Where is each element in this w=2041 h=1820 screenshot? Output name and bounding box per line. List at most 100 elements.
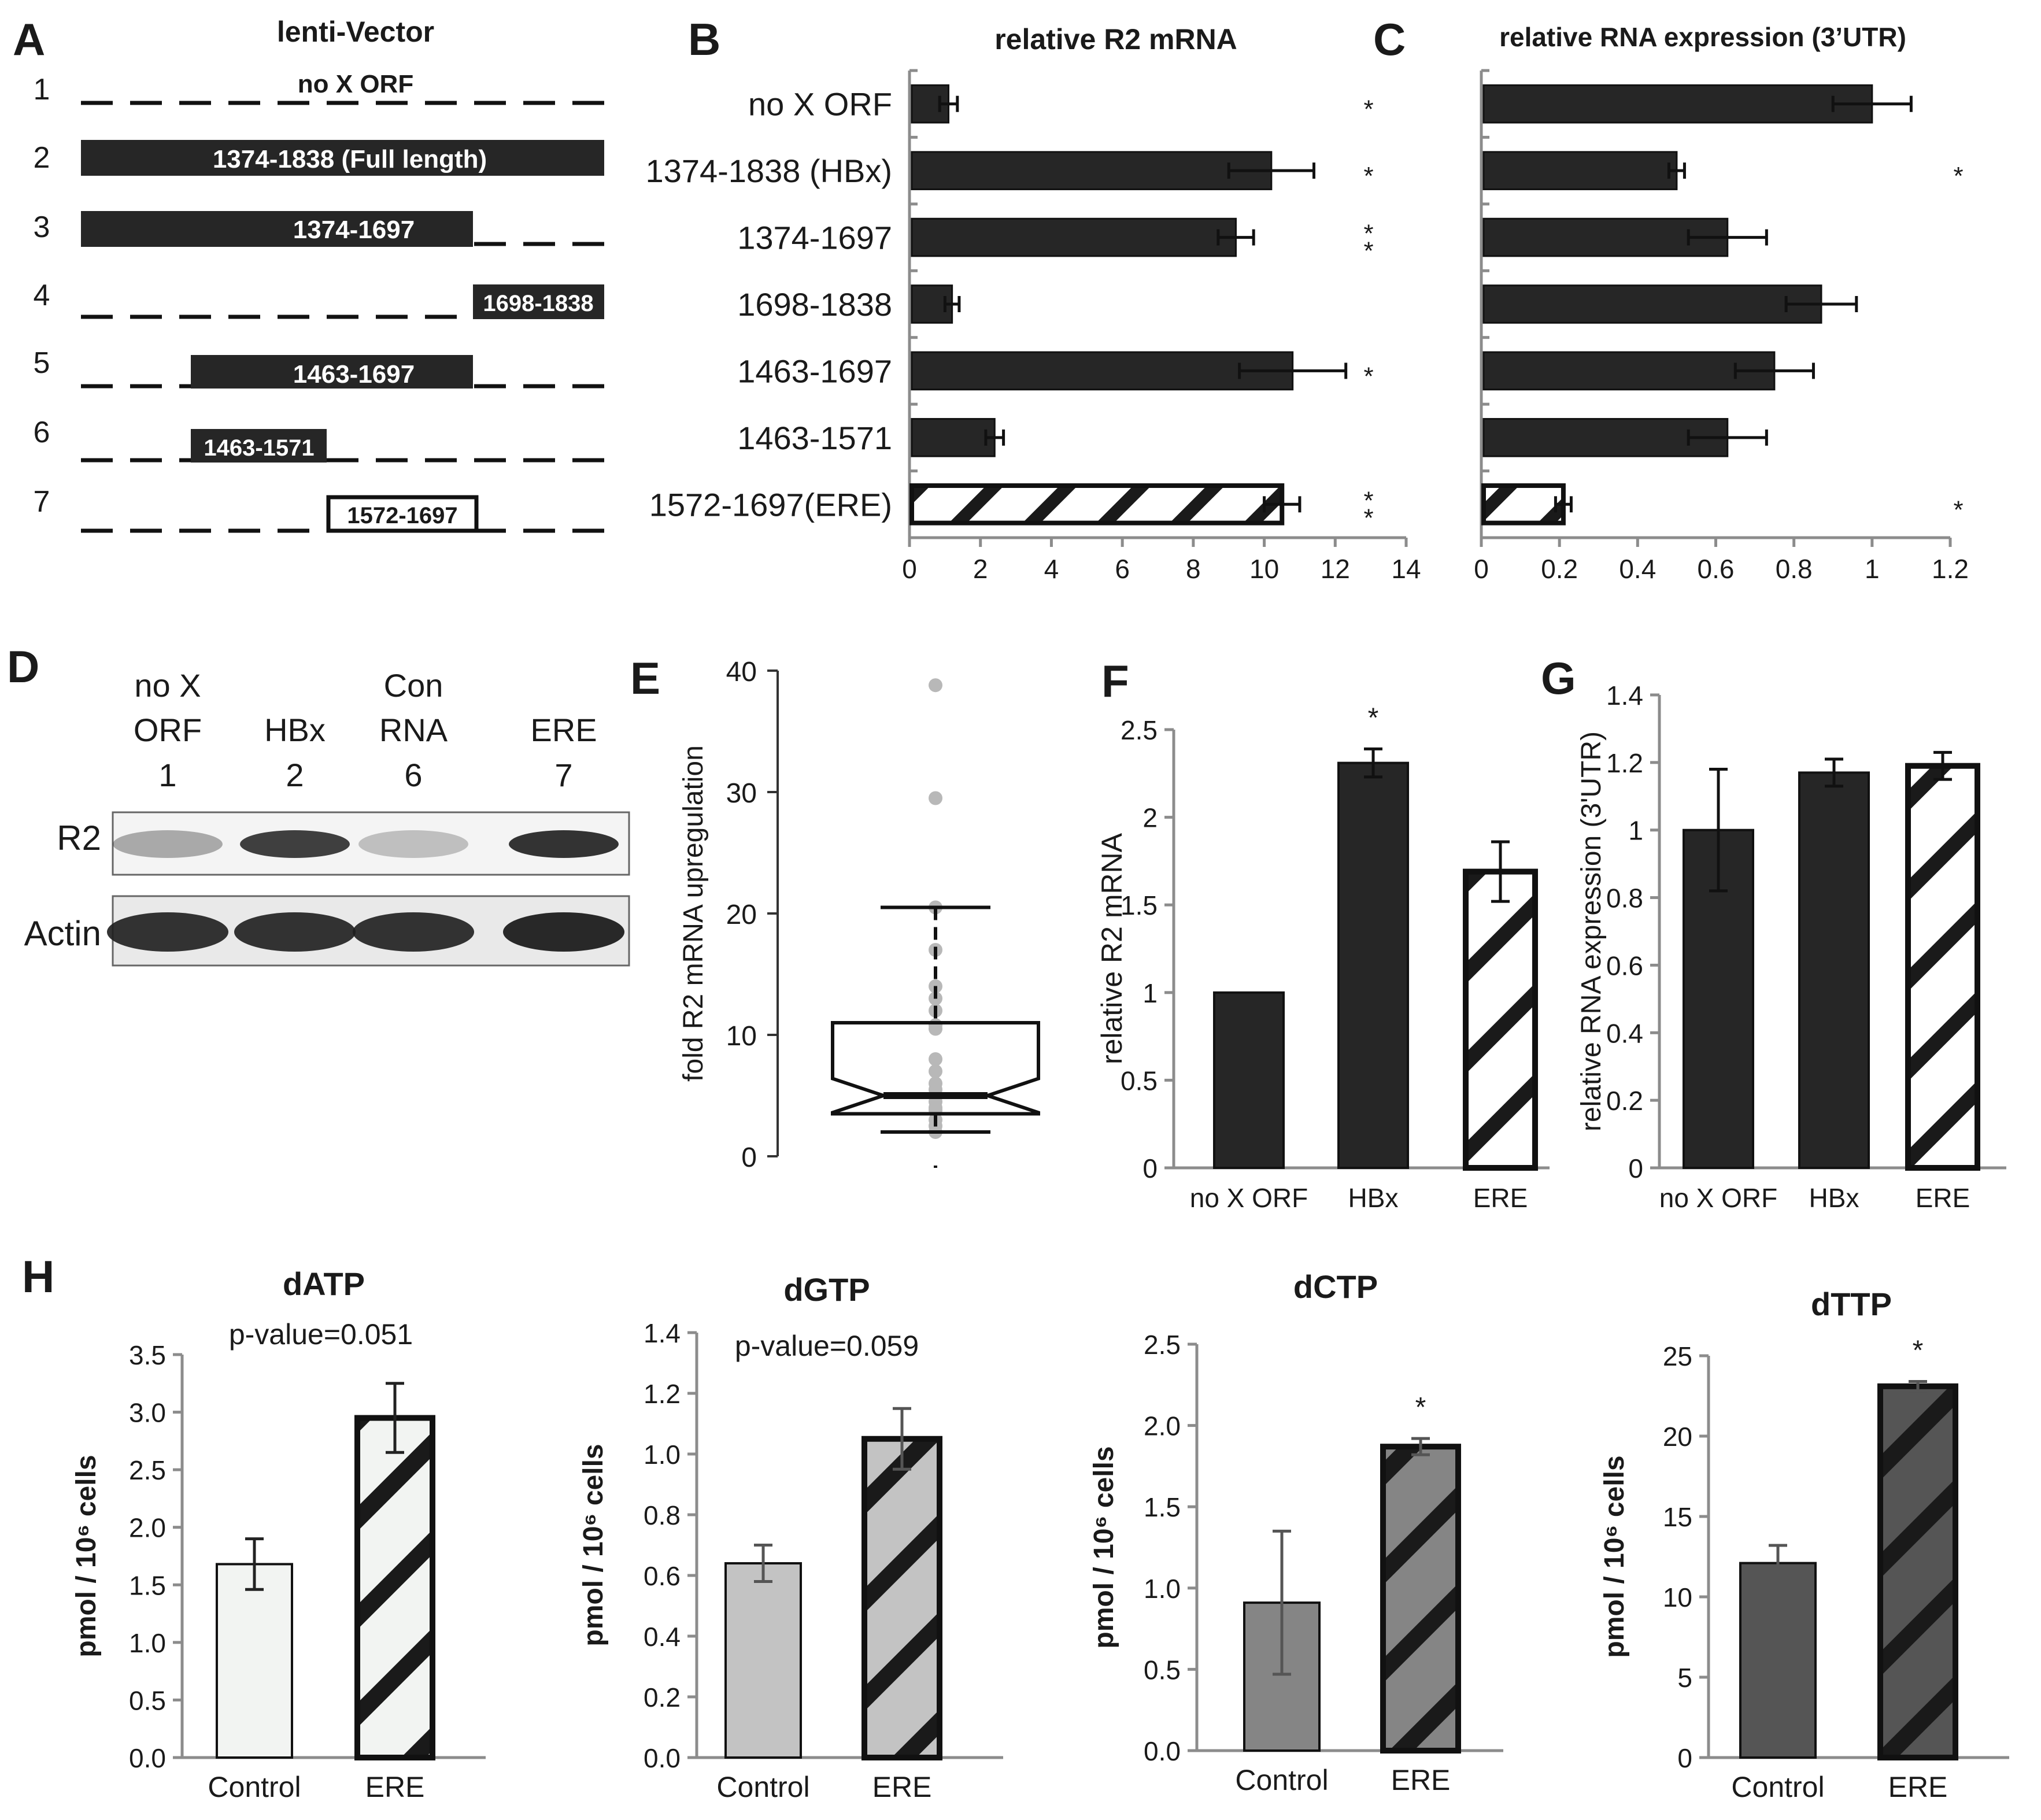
construct-box-ere <box>326 495 479 533</box>
y-tick-label: 1 <box>1142 978 1158 1008</box>
y-tick-label: 2.0 <box>129 1513 166 1543</box>
data-point <box>929 1052 942 1066</box>
y-tick-label: 25 <box>1663 1341 1692 1371</box>
actin-band <box>353 912 474 952</box>
category-label: ERE <box>1391 1764 1451 1796</box>
panel-h-dttp-chart: dTTP 0 5 10 15 20 25 pmol / 10⁶ cells Control ERE… <box>1599 1286 2009 1803</box>
chart-title: dGTP <box>783 1271 870 1308</box>
bar <box>1739 1562 1817 1759</box>
lane-label-line1: Con <box>384 667 443 704</box>
panel-label-d: D <box>7 641 39 692</box>
y-tick-label: 0.8 <box>644 1500 681 1530</box>
x-tick-label: 0.8 <box>1776 554 1813 584</box>
category-label: Control <box>208 1771 301 1803</box>
lane-number: 6 <box>404 757 422 793</box>
bar <box>1482 151 1678 190</box>
y-tick-label: 20 <box>1663 1422 1692 1452</box>
blot-bands <box>107 830 624 952</box>
y-tick-label: 3.0 <box>129 1398 166 1428</box>
r2-band <box>113 830 223 858</box>
x-tick-label: 0.4 <box>1619 554 1656 584</box>
y-tick-label: 10 <box>726 1021 757 1052</box>
y-tick-label: 0.2 <box>644 1682 681 1712</box>
data-point <box>929 791 942 805</box>
bar <box>1798 771 1870 1169</box>
r2-band <box>509 830 619 858</box>
notched-box <box>831 1021 1040 1116</box>
y-tick-label: 5 <box>1677 1663 1692 1693</box>
panel-a-title: lenti-Vector <box>277 16 434 48</box>
row-number: 2 <box>34 141 50 175</box>
significance-star: * <box>1363 486 1373 515</box>
construct-bar <box>191 355 473 389</box>
construct-label: 1463-1697 <box>293 360 415 389</box>
significance-star: * <box>1363 504 1373 532</box>
chart-title: relative RNA expression (3’UTR) <box>1499 22 1906 52</box>
y-tick-label: 40 <box>726 657 757 687</box>
data-point <box>929 678 942 693</box>
x-tick-label: 0.2 <box>1541 554 1578 584</box>
construct-label: 1698-1838 <box>483 291 593 316</box>
r2-band <box>358 830 468 858</box>
y-tick-label: 0.0 <box>129 1743 166 1773</box>
panel-c-relative-rna-expression-chart: relative RNA expression (3’UTR) 0 0.2 0.4 0.… <box>1474 22 1969 584</box>
category-label: ERE <box>1473 1183 1528 1213</box>
y-tick-label: 0.2 <box>1606 1086 1643 1116</box>
panel-label-e: E <box>630 653 660 704</box>
panel-label-g: G <box>1541 653 1576 704</box>
panel-e-boxplot: 0 10 20 30 40 fold R2 mRNA upregulation <box>678 657 1040 1173</box>
category-label: no X ORF <box>1659 1183 1778 1213</box>
bar <box>1482 351 1776 391</box>
panel-f-relative-r2-mrna-chart: 0 0.5 1 1.5 2 2.5 relative R2 mRNA no X ORF HBx *… <box>1096 702 1550 1213</box>
y-axis-label: pmol / 10⁶ cells <box>1089 1446 1119 1648</box>
panel-g-relative-rna-expression-chart: 0 0.2 0.4 0.6 0.8 1 1.2 1.4 relative RNA express… <box>1576 680 2006 1213</box>
y-tick-label: 0.0 <box>1144 1736 1181 1766</box>
y-tick-label: 0 <box>741 1142 757 1173</box>
panel-a-constructs: lenti-Vector 1 no X ORF 2 1374-1838 (Ful… <box>34 16 604 533</box>
lane-label-line2: HBx <box>264 712 326 748</box>
significance-star: * <box>1363 237 1373 265</box>
y-tick-label: 2.5 <box>1144 1330 1181 1360</box>
category-label: 1572-1697(ERE) <box>649 486 892 523</box>
panel-label-f: F <box>1101 656 1129 706</box>
bar <box>909 483 1285 526</box>
panel-label-a: A <box>13 14 45 65</box>
y-tick-label: 2.5 <box>1121 715 1158 745</box>
y-axis-label: relative R2 mRNA <box>1096 833 1128 1064</box>
y-tick-label: 0.6 <box>644 1561 681 1591</box>
category-label: Control <box>1731 1771 1824 1803</box>
chart-title: dATP <box>283 1266 365 1302</box>
bar <box>1482 84 1873 124</box>
construct-bar <box>473 284 604 319</box>
significance-star: * <box>1953 495 1963 524</box>
y-tick-label: 1.2 <box>1606 748 1643 778</box>
y-tick-label: 0.5 <box>1121 1066 1158 1096</box>
category-label: no X ORF <box>748 86 892 123</box>
bar <box>1481 483 1566 526</box>
construct-label: 1572-1697 <box>347 503 457 528</box>
y-axis-label: pmol / 10⁶ cells <box>1599 1455 1630 1658</box>
y-tick-label: 0 <box>1142 1153 1158 1183</box>
category-label: HBx <box>1809 1183 1859 1213</box>
row-number: 5 <box>34 346 50 380</box>
panel-b-relative-r2-mrna-chart: relative R2 mRNA 0 2 4 6 8 10 12 14 no X ORF * 1374… <box>646 23 1421 584</box>
y-tick-label: 1.5 <box>129 1570 166 1600</box>
data-point <box>929 1064 942 1078</box>
y-axis-label: relative RNA expression (3'UTR) <box>1576 731 1607 1131</box>
row-number: 3 <box>34 210 50 244</box>
actin-band <box>503 912 624 952</box>
y-tick-label: 1 <box>1628 816 1643 846</box>
lane-label-line2: RNA <box>379 712 448 748</box>
y-tick-label: 20 <box>726 900 757 930</box>
y-tick-label: 1.0 <box>1144 1574 1181 1604</box>
panel-label-b: B <box>688 14 720 65</box>
category-label: no X ORF <box>1190 1183 1308 1213</box>
category-label: 1463-1571 <box>737 420 892 456</box>
y-tick-label: 1.0 <box>644 1440 681 1470</box>
y-tick-label: 1.5 <box>1144 1492 1181 1522</box>
x-tick-label: 2 <box>973 554 988 584</box>
r2-band <box>240 830 350 858</box>
y-tick-label: 0.6 <box>1606 950 1643 981</box>
panel-h-dgtp-chart: dGTP p-value=0.059 0.0 0.2 0.4 0.6 0.8 1.0 1.2 1.… <box>578 1271 1003 1803</box>
chart-title: dTTP <box>1811 1286 1892 1322</box>
